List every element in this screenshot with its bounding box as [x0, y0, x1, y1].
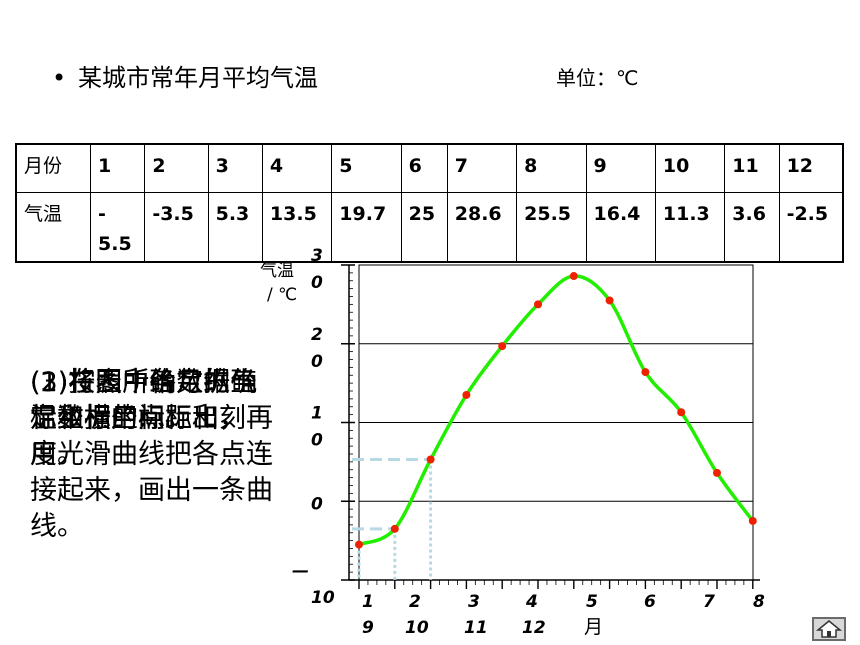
table-cell: 7	[446, 143, 518, 193]
data-point	[355, 540, 363, 549]
x-tick-label: 4 12	[522, 592, 546, 638]
x-tick-label: 3 11	[464, 592, 488, 638]
bullet-icon: •	[52, 64, 67, 92]
temperature-curve	[358, 274, 755, 547]
data-point	[462, 390, 471, 399]
data-point	[569, 272, 578, 281]
data-point	[534, 300, 542, 309]
unit-label: 单位：℃	[556, 66, 639, 90]
instruction-step-1: (1)在图中确定纵坐标和横坐标。	[30, 367, 258, 434]
y-tick-label: 0	[311, 494, 323, 514]
table-header-month: 月份	[15, 143, 91, 193]
x-tick-label: 8	[753, 592, 765, 612]
table-cell: 19.7	[331, 192, 402, 263]
table-cell: 9	[585, 143, 656, 193]
table-cell: - 5.5	[89, 192, 146, 263]
data-point	[498, 342, 507, 351]
y-tick-label: —10	[292, 561, 335, 608]
x-tick-label: 6	[644, 592, 656, 612]
table-cell: 8	[516, 143, 587, 193]
table-cell: 28.6	[446, 192, 518, 263]
table-row-temperature: 气温 - 5.5 -3.5 5.3 13.5 19.7 25 28.6 25.5…	[15, 192, 844, 263]
table-cell: 1	[89, 143, 146, 193]
x-tick-label: 2 10	[405, 592, 429, 638]
data-point	[605, 296, 614, 305]
y-axis-title: 气温/ ℃	[260, 261, 297, 305]
table-cell: 11	[724, 143, 780, 193]
x-tick-label: 7	[703, 592, 715, 612]
data-point	[390, 524, 399, 533]
table-cell: -3.5	[144, 192, 209, 263]
table-cell: 12	[778, 143, 844, 193]
table-cell: 25	[400, 192, 448, 263]
data-point	[677, 408, 686, 417]
table-row-month: 月份 1 2 3 4 5 6 7 8 9 10 11 12	[15, 143, 844, 193]
table-cell: 5.3	[207, 192, 263, 263]
title-text: 某城市常年月平均气温	[78, 64, 318, 92]
data-point	[713, 468, 721, 477]
home-icon	[815, 620, 843, 638]
data-point	[748, 516, 757, 525]
table-cell: -2.5	[778, 192, 844, 263]
instruction-step-2: (2)按照所给数据确定坐标的间距和刻度。	[30, 367, 258, 470]
table-cell: 3	[207, 143, 263, 193]
data-point	[641, 368, 650, 377]
table-cell: 10	[654, 143, 726, 193]
table-cell: 25.5	[516, 192, 587, 263]
data-point	[426, 455, 435, 464]
instruction-step-3: (3)将表中各月的气温数据用点标出，再用光滑曲线把各点连接起来，画出一条曲线。	[30, 367, 273, 542]
home-button[interactable]	[812, 617, 846, 641]
table-cell: 13.5	[261, 192, 333, 263]
slide-title: • 某城市常年月平均气温	[52, 58, 318, 93]
table-cell: 5	[331, 143, 402, 193]
table-cell: 16.4	[585, 192, 656, 263]
temperature-table: 月份 1 2 3 4 5 6 7 8 9 10 11 12 气温 - 5.5 -…	[15, 143, 844, 263]
table-cell: 3.6	[724, 192, 780, 263]
